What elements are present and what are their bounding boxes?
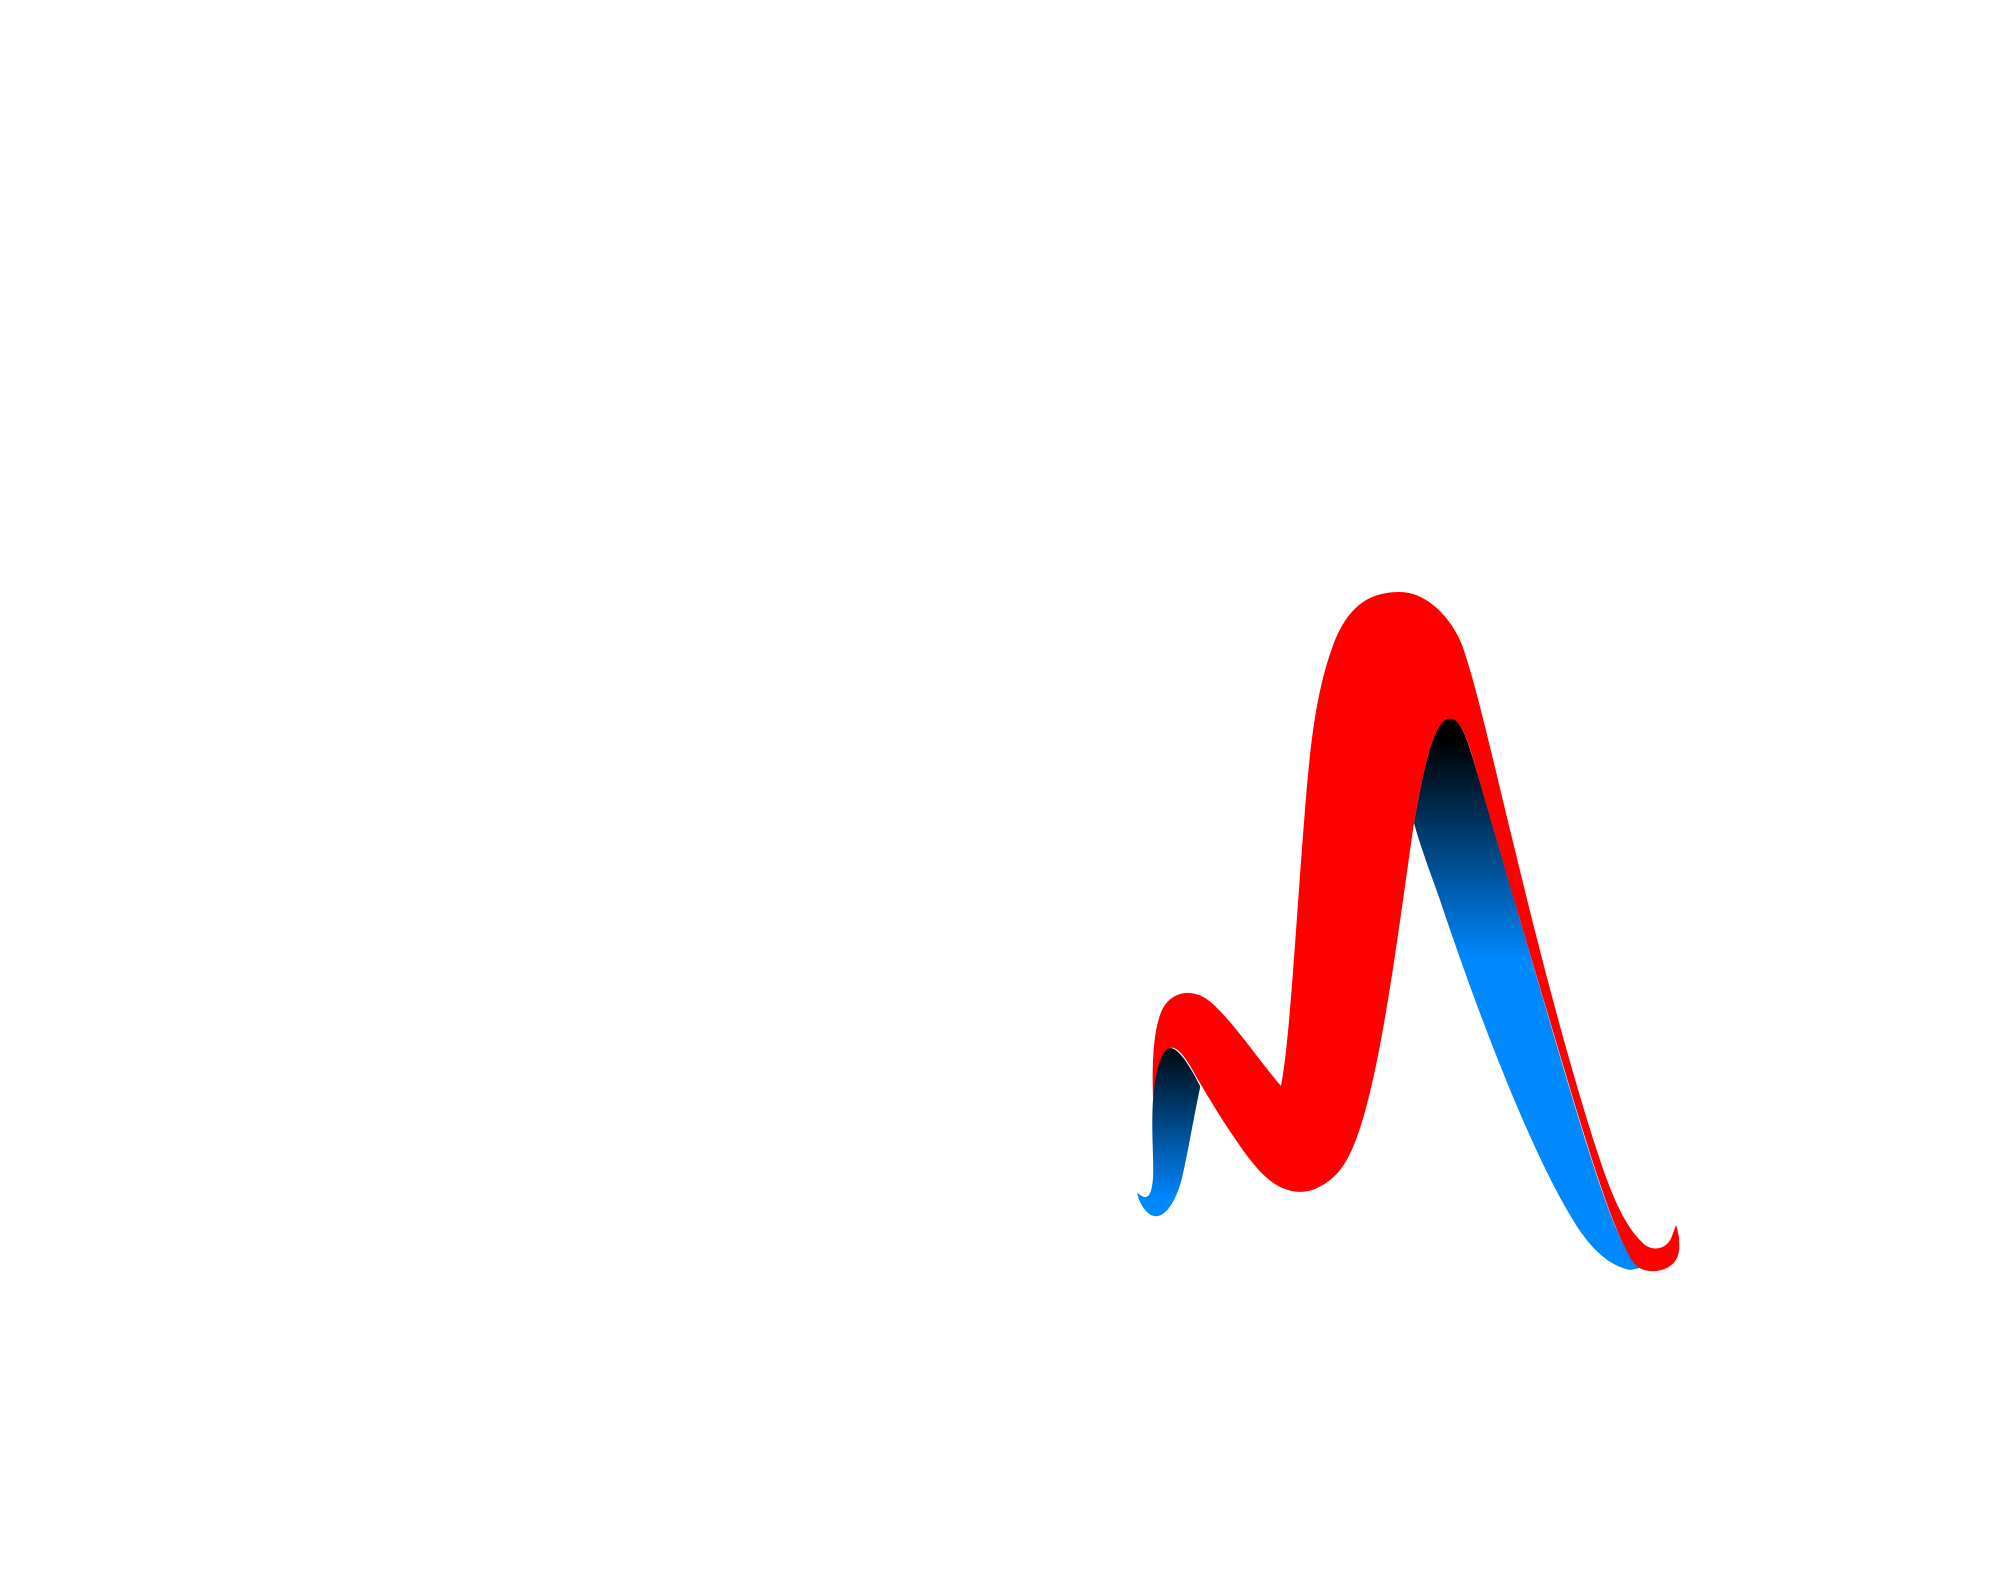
ribbon-back-face-right-lobe [1414,718,1640,1270]
ribbon-back-face-left-lobe [1137,1048,1200,1217]
ribbon-front-face [1152,592,1680,1272]
